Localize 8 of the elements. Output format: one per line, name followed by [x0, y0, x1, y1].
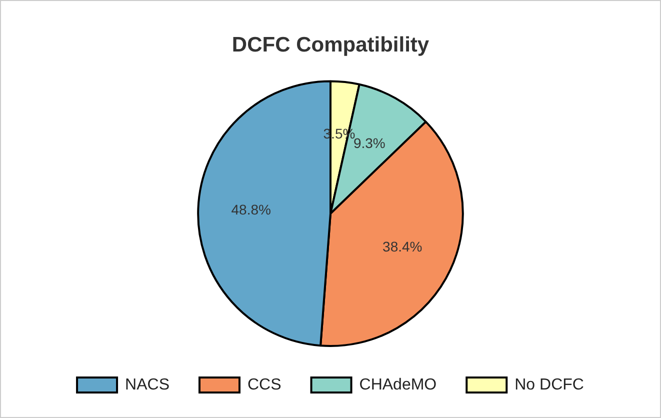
data-label: 38.4%: [382, 238, 422, 254]
data-label: 3.5%: [323, 126, 356, 142]
legend-label: CHAdeMO: [359, 376, 437, 394]
chart-title: DCFC Compatibility: [232, 33, 430, 56]
legend-label: CCS: [247, 376, 282, 394]
legend-label: No DCFC: [514, 376, 584, 394]
data-label: 48.8%: [231, 201, 271, 218]
legend-label: NACS: [125, 376, 170, 394]
